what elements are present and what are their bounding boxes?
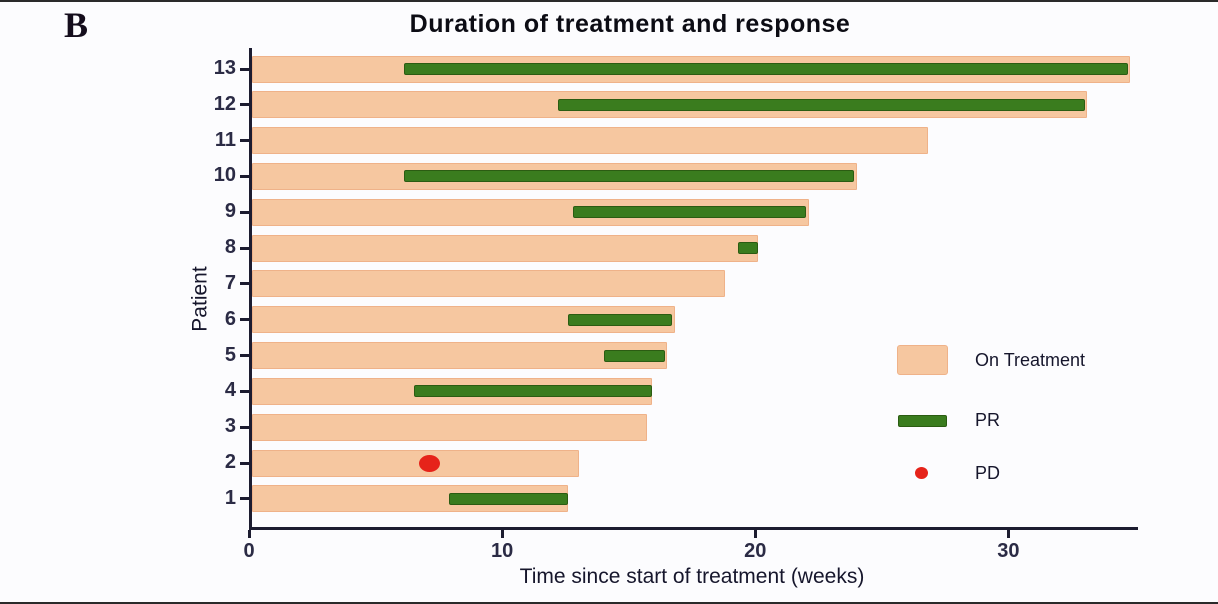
- pr-segment-patient-10: [403, 170, 855, 183]
- pd-dot-icon: [915, 467, 928, 479]
- x-tick-mark: [500, 530, 504, 538]
- pr-segment-patient-6: [568, 313, 673, 326]
- y-tick-label-5: 5: [224, 343, 236, 366]
- x-tick-label-30: 30: [997, 540, 1020, 562]
- on-treatment-bar-patient-2: [252, 449, 579, 477]
- y-tick-label-9: 9: [224, 200, 236, 223]
- y-tick-mark: [240, 139, 249, 143]
- pr-swatch-icon: [898, 415, 947, 427]
- pr-segment-patient-4: [414, 385, 652, 398]
- y-tick-label-1: 1: [224, 486, 236, 509]
- pr-segment-patient-8: [738, 242, 759, 255]
- figure-top-border: [0, 0, 1218, 2]
- x-tick-mark: [1006, 530, 1010, 538]
- y-tick-label-3: 3: [224, 415, 236, 438]
- pd-marker-patient-2: [418, 454, 440, 472]
- x-tick-mark: [753, 530, 757, 538]
- y-tick-label-8: 8: [224, 236, 236, 259]
- on-treatment-bar-patient-5: [252, 342, 668, 370]
- legend-label-pr: PR: [975, 410, 1001, 430]
- y-tick-label-4: 4: [224, 379, 236, 402]
- y-tick-mark: [240, 461, 249, 465]
- y-tick-mark: [240, 103, 249, 107]
- legend-label-pd: PD: [975, 463, 1001, 483]
- y-tick-mark: [240, 67, 249, 71]
- x-tick-label-20: 20: [744, 540, 767, 562]
- y-tick-label-2: 2: [224, 451, 236, 474]
- x-tick-mark: [247, 530, 251, 538]
- x-axis-title: Time since start of treatment (weeks): [519, 565, 865, 588]
- y-tick-mark: [240, 354, 249, 358]
- pr-segment-patient-5: [603, 349, 665, 362]
- x-tick-label-0: 0: [243, 540, 255, 562]
- on-treatment-bar-patient-11: [252, 127, 928, 155]
- on-treatment-bar-patient-7: [252, 270, 726, 298]
- y-tick-mark: [240, 210, 249, 214]
- y-tick-mark: [240, 246, 249, 250]
- y-tick-mark: [240, 282, 249, 286]
- y-tick-mark: [240, 174, 249, 178]
- pr-segment-patient-12: [558, 98, 1085, 111]
- y-tick-label-6: 6: [224, 307, 236, 330]
- on-treatment-bar-patient-8: [252, 234, 759, 262]
- x-tick-label-10: 10: [491, 540, 514, 562]
- y-tick-label-7: 7: [224, 271, 236, 294]
- figure-bottom-border: [0, 602, 1218, 604]
- legend-label-on-treatment: On Treatment: [975, 350, 1086, 370]
- y-tick-label-12: 12: [213, 92, 236, 115]
- pr-segment-patient-13: [403, 63, 1128, 75]
- y-tick-mark: [240, 497, 249, 501]
- panel-letter-label: B: [64, 5, 89, 45]
- chart-title: Duration of treatment and response: [409, 10, 851, 38]
- y-tick-label-13: 13: [213, 57, 236, 79]
- pr-segment-patient-1: [449, 492, 569, 505]
- y-tick-label-11: 11: [214, 128, 236, 151]
- y-tick-label-10: 10: [213, 164, 236, 187]
- pr-segment-patient-9: [573, 206, 807, 219]
- y-tick-mark: [240, 318, 249, 322]
- y-tick-mark: [240, 425, 249, 429]
- y-tick-mark: [240, 389, 249, 393]
- on-treatment-swatch-icon: [897, 345, 948, 375]
- on-treatment-bar-patient-3: [252, 413, 647, 441]
- plot-area: [249, 48, 1138, 530]
